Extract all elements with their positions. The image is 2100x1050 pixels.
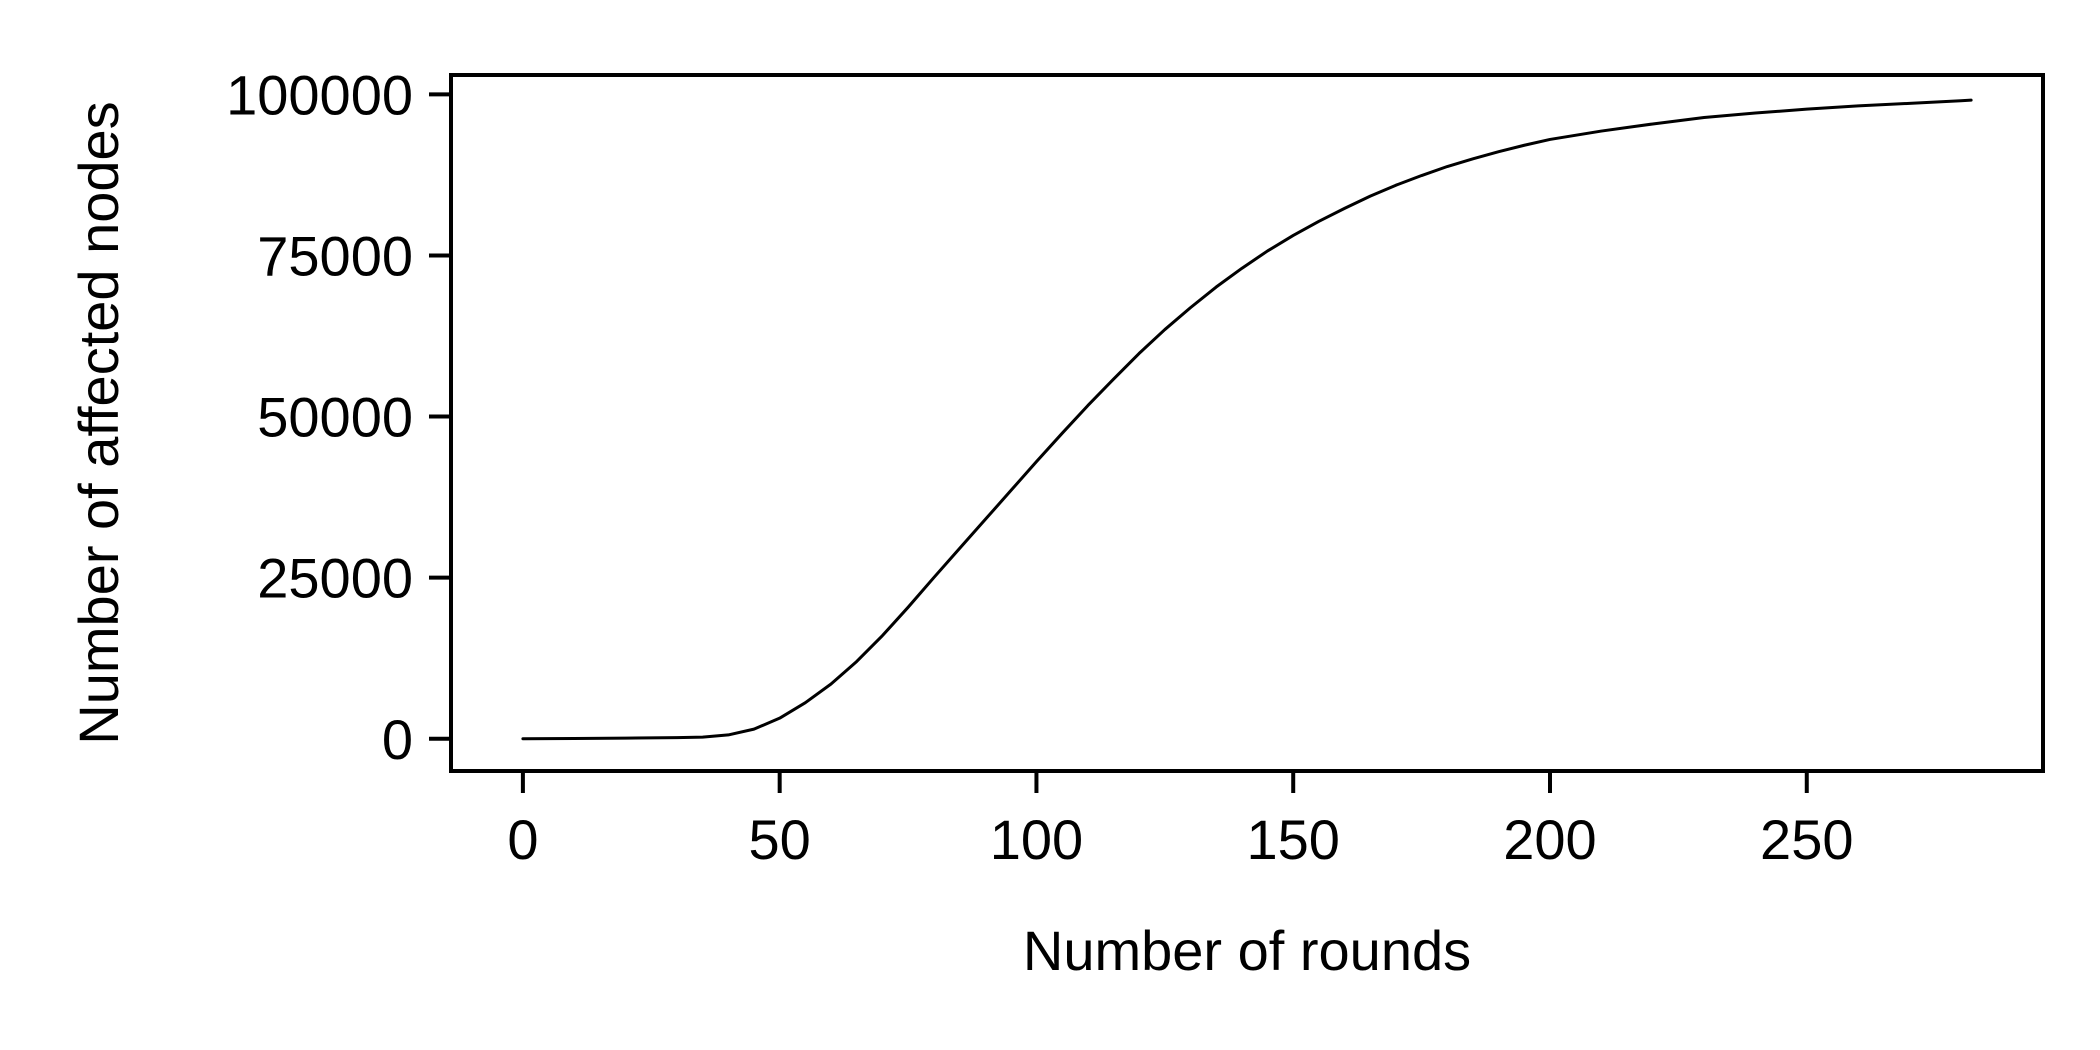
- x-tick-label: 50: [749, 808, 811, 871]
- x-axis-ticks: 0 50 100 150 200 250: [507, 771, 1853, 871]
- x-tick-label: 200: [1503, 808, 1596, 871]
- x-axis-title: Number of rounds: [1023, 919, 1471, 982]
- y-tick-label: 50000: [257, 386, 413, 449]
- y-tick-label: 100000: [226, 63, 413, 126]
- y-axis-ticks: 0 25000 50000 75000 100000: [226, 63, 451, 771]
- y-tick-label: 25000: [257, 547, 413, 610]
- x-tick-label: 0: [507, 808, 538, 871]
- series-line: [521, 98, 1973, 741]
- x-tick-label: 150: [1247, 808, 1340, 871]
- x-tick-label: 250: [1760, 808, 1853, 871]
- x-tick-label: 100: [990, 808, 1083, 871]
- plot-frame: [449, 73, 2045, 773]
- y-tick-label: 75000: [257, 224, 413, 287]
- y-tick-label: 0: [382, 708, 413, 771]
- y-axis-title: Number of affected nodes: [67, 101, 130, 744]
